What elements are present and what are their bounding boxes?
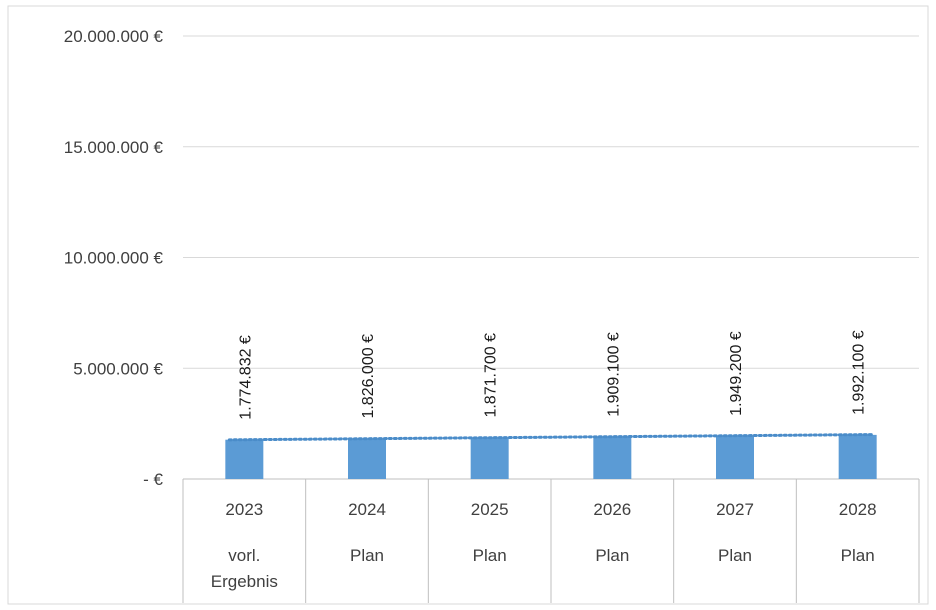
- category-sub-label: vorl.: [228, 546, 260, 565]
- gridlines: [183, 35, 919, 369]
- bar: [838, 434, 877, 479]
- category-year-label: 2025: [471, 500, 509, 519]
- category-year-label: 2027: [716, 500, 754, 519]
- trendline-path: [227, 433, 875, 442]
- data-label: 1.826.000 €: [360, 334, 377, 419]
- chart-border: [7, 5, 929, 605]
- data-label: 1.949.200 €: [728, 331, 745, 416]
- category-year-label: 2024: [348, 500, 386, 519]
- bars: [225, 434, 877, 479]
- category-sub-label: Ergebnis: [211, 572, 278, 591]
- category-axis-table: 2023 vorl. Ergebnis 2024 Plan 2025 Plan 2026 Pla…: [182, 478, 920, 603]
- category-sub-label: Plan: [473, 546, 507, 565]
- category-year-label: 2023: [225, 500, 263, 519]
- y-tick-label: 5.000.000 €: [73, 359, 163, 378]
- bar: [348, 438, 386, 479]
- y-tick-label: 15.000.000 €: [64, 138, 164, 157]
- y-axis-ticks: - € 5.000.000 € 10.000.000 € 15.000.000 € 20…: [64, 27, 164, 489]
- bar: [225, 439, 264, 479]
- data-label: 1.871.700 €: [483, 333, 500, 418]
- category-sub-label: Plan: [841, 546, 875, 565]
- data-label: 1.774.832 €: [237, 335, 254, 420]
- category-sub-label: Plan: [595, 546, 629, 565]
- y-tick-label: 10.000.000 €: [64, 249, 164, 268]
- category-year-label: 2028: [839, 500, 877, 519]
- category-sub-label: Plan: [718, 546, 752, 565]
- trendline: [227, 433, 875, 442]
- data-labels: 1.774.832 € 1.826.000 € 1.871.700 € 1.909.1…: [237, 330, 867, 419]
- bar: [716, 435, 754, 479]
- category-sub-label: Plan: [350, 546, 384, 565]
- y-tick-label: - €: [143, 470, 163, 489]
- bar: [470, 437, 509, 479]
- category-year-label: 2026: [593, 500, 631, 519]
- bar: [593, 436, 632, 479]
- y-tick-label: 20.000.000 €: [64, 27, 164, 46]
- data-label: 1.909.100 €: [605, 332, 622, 417]
- data-label: 1.992.100 €: [851, 330, 868, 415]
